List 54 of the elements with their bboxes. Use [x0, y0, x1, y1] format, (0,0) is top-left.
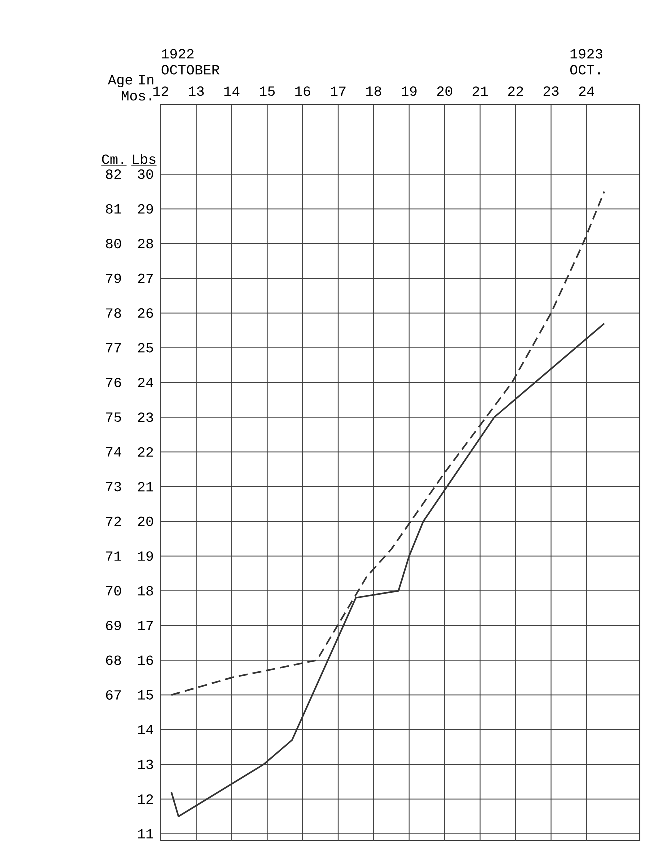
y-tick-label: 15: [138, 690, 154, 700]
y2-axis-title: Cm.: [102, 154, 124, 164]
y-tick-label: 16: [138, 656, 154, 666]
x-tick-label: 19: [402, 86, 417, 96]
y-tick-label: 27: [138, 274, 154, 284]
y-tick-label: 24: [138, 378, 154, 388]
y-tick-label: 13: [138, 760, 154, 770]
y-axis-title: Lbs: [133, 154, 156, 164]
y2-tick-label: 67: [106, 690, 122, 700]
y2-tick-label: 75: [106, 412, 122, 422]
y2-tick-label: 69: [106, 621, 122, 631]
text: 1923 OCT.: [570, 49, 603, 75]
text: 1922 OCTOBER: [162, 49, 220, 75]
y-tick-label: 20: [138, 516, 154, 526]
y2-tick-label: 76: [106, 378, 122, 388]
y-tick-label: 28: [138, 239, 154, 249]
x-tick-label: 18: [366, 86, 382, 96]
y2-tick-label: 82: [106, 170, 122, 180]
x-tick-label: 24: [579, 86, 594, 96]
y-tick-label: 22: [138, 447, 154, 457]
y-tick-label: 19: [138, 552, 154, 562]
y2-tick-label: 68: [106, 656, 122, 666]
y-tick-label: 25: [138, 343, 154, 353]
y-tick-label: 21: [138, 482, 154, 492]
y2-tick-label: 78: [106, 308, 122, 318]
y2-tick-label: 77: [106, 343, 122, 353]
y-tick-label: 11: [138, 829, 154, 839]
y2-tick-label: 80: [106, 239, 122, 249]
x-tick-label: 14: [224, 86, 240, 96]
x-tick-label: 23: [544, 86, 559, 96]
y2-tick-label: 72: [106, 516, 122, 526]
y-tick-label: 29: [138, 204, 154, 214]
x-tick-label: 22: [508, 86, 524, 96]
x-axis-title: Age In Mos.: [108, 75, 154, 101]
y2-tick-label: 81: [106, 204, 122, 214]
x-tick-label: 20: [437, 86, 452, 96]
y-tick-label: 18: [138, 586, 154, 596]
x-tick-label: 12: [154, 86, 168, 96]
x-tick-label: 13: [189, 86, 204, 96]
x-tick-label: 17: [331, 86, 346, 96]
y-tick-label: 26: [138, 308, 154, 318]
y2-tick-label: 79: [106, 274, 122, 284]
y2-tick-label: 74: [106, 448, 122, 457]
y-tick-label: 23: [138, 412, 154, 422]
y-tick-label: 12: [138, 794, 154, 804]
y2-tick-label: 70: [106, 586, 122, 596]
y2-tick-label: 73: [106, 482, 122, 492]
x-tick-label: 21: [472, 86, 488, 96]
x-tick-label: 15: [260, 86, 275, 96]
y-tick-label: 14: [138, 725, 154, 735]
y-tick-label: 30: [138, 170, 154, 180]
y2-tick-label: 71: [106, 552, 122, 561]
x-tick-label: 16: [296, 86, 310, 96]
y-tick-label: 17: [138, 621, 154, 630]
